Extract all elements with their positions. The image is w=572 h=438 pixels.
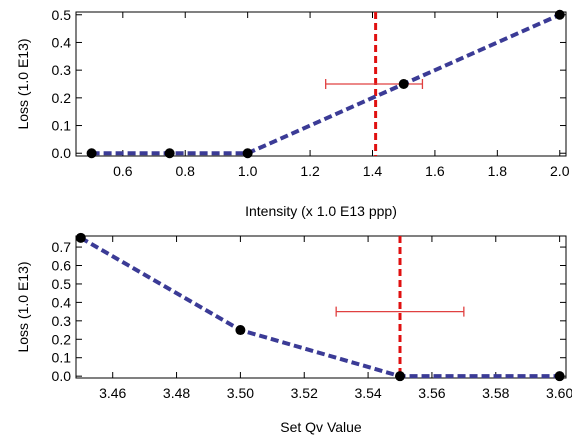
x-tick-label: 2.0 <box>550 163 570 179</box>
x-tick-label: 3.46 <box>99 385 126 401</box>
data-point <box>242 148 253 159</box>
data-point <box>398 79 409 89</box>
plot-frame <box>75 235 567 379</box>
y-tick-label: 0.2 <box>52 331 72 347</box>
y-tick-label: 0.3 <box>52 62 72 78</box>
y-tick-label: 0.5 <box>52 7 72 23</box>
y-tick-label: 0.6 <box>52 258 72 274</box>
y-tick-label: 0.1 <box>52 118 72 134</box>
y-tick-label: 0.1 <box>52 350 72 366</box>
y-tick-label: 0.4 <box>52 294 72 310</box>
series-line <box>79 236 560 379</box>
y-axis-label: Loss (1.0 E13) <box>15 261 31 352</box>
x-tick-label: 1.8 <box>488 163 508 179</box>
y-tick-label: 0.7 <box>52 239 72 255</box>
x-tick-label: 3.48 <box>163 385 190 401</box>
x-tick-label: 3.50 <box>227 385 254 401</box>
x-tick-label: 3.58 <box>482 385 509 401</box>
data-point <box>554 9 565 20</box>
data-point <box>395 371 406 382</box>
x-tick-label: 0.6 <box>113 163 133 179</box>
data-point <box>86 148 97 159</box>
data-point <box>75 232 86 243</box>
plot-frame <box>75 11 567 157</box>
y-tick-label: 0.2 <box>52 90 72 106</box>
x-tick-label: 3.52 <box>291 385 318 401</box>
x-tick-label: 1.6 <box>425 163 445 179</box>
x-tick-label: 1.2 <box>300 163 320 179</box>
x-tick-label: 3.56 <box>418 385 445 401</box>
y-tick-label: 0.3 <box>52 313 72 329</box>
x-axis-label: Set Qv Value <box>280 419 362 435</box>
chart-panel-1: 0.6 0.8 1.0 1.2 1.4 1.6 1.8 2.0 0.0 0.1 0.2 0.3 0.4 0… <box>15 7 570 219</box>
data-point <box>164 148 175 159</box>
chart-panel-2: 3.46 3.48 3.50 3.52 3.54 3.56 3.58 3.60 0.0 0.1 0.… <box>15 232 572 435</box>
y-axis-label: Loss (1.0 E13) <box>15 38 31 129</box>
x-tick-label: 1.0 <box>238 163 258 179</box>
x-tick-label: 0.8 <box>176 163 196 179</box>
y-tick-label: 0.0 <box>52 145 72 161</box>
x-tick-label: 3.60 <box>546 385 572 401</box>
x-tick-label: 3.54 <box>354 385 381 401</box>
y-tick-label: 0.4 <box>52 34 72 50</box>
y-tick-label: 0.5 <box>52 276 72 292</box>
data-point <box>235 325 246 336</box>
data-point <box>554 371 565 382</box>
y-tick-label: 0.0 <box>52 368 72 384</box>
x-axis-label: Intensity (x 1.0 E13 ppp) <box>245 203 397 219</box>
x-tick-label: 1.4 <box>363 163 383 179</box>
